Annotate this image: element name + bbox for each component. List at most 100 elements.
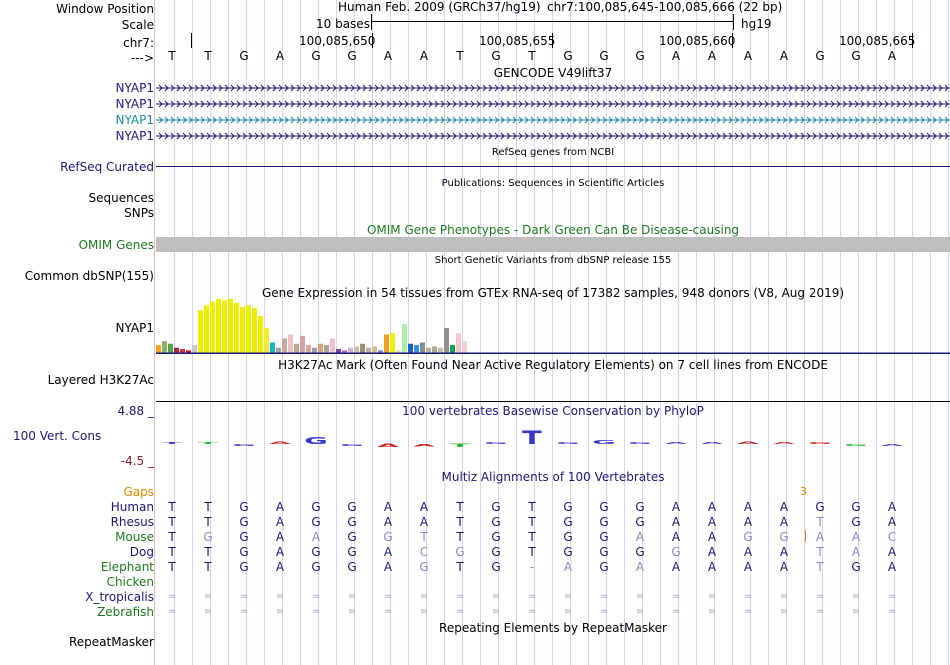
gtex-tissue-bar[interactable] bbox=[192, 345, 197, 353]
gtex-tissue-bar[interactable] bbox=[444, 327, 449, 353]
gtex-tissue-bar[interactable] bbox=[168, 343, 173, 353]
gtex-tissue-bar[interactable] bbox=[372, 346, 377, 353]
species-label-rhesus[interactable]: Rhesus bbox=[110, 515, 154, 529]
gtex-tissue-bar[interactable] bbox=[336, 349, 341, 353]
alignment-row-chicken[interactable] bbox=[156, 575, 950, 589]
strand-chevron bbox=[266, 84, 271, 92]
gtex-bar-chart[interactable] bbox=[156, 298, 950, 354]
gtex-tissue-bar[interactable] bbox=[324, 345, 329, 353]
gtex-tissue-bar[interactable] bbox=[384, 334, 389, 353]
gtex-tissue-bar[interactable] bbox=[390, 333, 395, 353]
aligned-base: T bbox=[204, 515, 212, 529]
strand-chevron bbox=[368, 132, 373, 140]
gtex-tissue-bar[interactable] bbox=[300, 335, 305, 353]
strand-chevron bbox=[692, 84, 697, 92]
gtex-tissue-bar[interactable] bbox=[156, 345, 161, 353]
gtex-tissue-bar[interactable] bbox=[240, 306, 245, 353]
gtex-label[interactable]: NYAP1 bbox=[115, 321, 154, 335]
strand-chevron bbox=[608, 132, 613, 140]
strand-chevron bbox=[452, 100, 457, 108]
gtex-tissue-bar[interactable] bbox=[450, 345, 455, 353]
gtex-tissue-bar[interactable] bbox=[408, 343, 413, 353]
gtex-tissue-bar[interactable] bbox=[204, 305, 209, 353]
gencode-gene-label-1[interactable]: NYAP1 bbox=[115, 81, 154, 95]
species-label-dog[interactable]: Dog bbox=[129, 545, 154, 559]
aligned-base: A bbox=[311, 530, 321, 544]
gtex-tissue-bar[interactable] bbox=[348, 347, 353, 353]
species-label-human[interactable]: Human bbox=[110, 500, 154, 514]
refseq-label[interactable]: RefSeq Curated bbox=[60, 160, 154, 174]
gtex-tissue-bar[interactable] bbox=[228, 298, 233, 353]
gtex-tissue-bar[interactable] bbox=[426, 347, 431, 353]
gtex-tissue-bar[interactable] bbox=[294, 343, 299, 353]
species-label-elephant[interactable]: Elephant bbox=[100, 560, 154, 574]
strand-chevron bbox=[902, 116, 907, 124]
gtex-tissue-bar[interactable] bbox=[402, 323, 407, 353]
gtex-tissue-bar[interactable] bbox=[366, 347, 371, 353]
gencode-gene-label-2[interactable]: NYAP1 bbox=[115, 97, 154, 111]
gencode-gene-label-4[interactable]: NYAP1 bbox=[115, 129, 154, 143]
species-label-x_tropicalis[interactable]: X_tropicalis bbox=[85, 590, 154, 604]
strand-chevron bbox=[782, 116, 787, 124]
gtex-tissue-bar[interactable] bbox=[438, 347, 443, 353]
gtex-tissue-bar[interactable] bbox=[264, 327, 269, 353]
alignment-row-x_tropicalis[interactable]: = = = = = = = = = = = = = = = = = = = = = bbox=[156, 590, 950, 604]
gtex-tissue-bar[interactable] bbox=[234, 302, 239, 353]
species-label-zebrafish[interactable]: Zebrafish bbox=[97, 605, 154, 619]
gtex-tissue-bar[interactable] bbox=[222, 300, 227, 353]
strand-chevron bbox=[854, 84, 859, 92]
omim-label[interactable]: OMIM Genes bbox=[78, 238, 154, 252]
refseq-gene-line[interactable] bbox=[156, 166, 950, 167]
strand-chevron bbox=[188, 100, 193, 108]
gtex-tissue-bar[interactable] bbox=[270, 342, 275, 353]
gtex-tissue-bar[interactable] bbox=[288, 334, 293, 353]
gtex-tissue-bar[interactable] bbox=[330, 338, 335, 353]
gtex-tissue-bar[interactable] bbox=[174, 347, 179, 353]
gtex-tissue-bar[interactable] bbox=[180, 349, 185, 353]
gtex-tissue-bar[interactable] bbox=[282, 338, 287, 353]
gtex-tissue-bar[interactable] bbox=[360, 343, 365, 353]
alignment-row-zebrafish[interactable]: = = = = = = = = = = = = = = = = = = = = = bbox=[156, 605, 950, 619]
gtex-tissue-bar[interactable] bbox=[258, 316, 263, 353]
gtex-tissue-bar[interactable] bbox=[246, 305, 251, 353]
strand-chevron bbox=[752, 100, 757, 108]
gtex-tissue-bar[interactable] bbox=[306, 345, 311, 353]
gtex-tissue-bar[interactable] bbox=[342, 350, 347, 353]
species-label-chicken[interactable]: Chicken bbox=[106, 575, 154, 589]
strand-chevron bbox=[590, 84, 595, 92]
gtex-tissue-bar[interactable] bbox=[186, 350, 191, 353]
gtex-tissue-bar[interactable] bbox=[318, 343, 323, 353]
species-label-mouse[interactable]: Mouse bbox=[115, 530, 154, 544]
omim-gene-bar[interactable] bbox=[156, 237, 950, 252]
gtex-tissue-bar[interactable] bbox=[414, 345, 419, 353]
gtex-tissue-bar[interactable] bbox=[162, 341, 167, 353]
gencode-gene-label-3[interactable]: NYAP1 bbox=[115, 113, 154, 127]
phylop-logo[interactable]: T TGA G G A A TG T G G G A A A A GG A bbox=[156, 418, 950, 462]
gtex-tissue-bar[interactable] bbox=[462, 341, 467, 353]
gtex-tissue-bar[interactable] bbox=[456, 333, 461, 353]
gtex-tissue-bar[interactable] bbox=[420, 342, 425, 353]
gtex-tissue-bar[interactable] bbox=[312, 347, 317, 353]
gtex-tissue-bar[interactable] bbox=[378, 350, 383, 353]
strand-chevron bbox=[686, 100, 691, 108]
assembly-title: Human Feb. 2009 (GRCh37/hg19) bbox=[338, 0, 541, 14]
gtex-tissue-bar[interactable] bbox=[432, 346, 437, 353]
strand-chevron bbox=[716, 132, 721, 140]
gtex-tissue-bar[interactable] bbox=[354, 346, 359, 353]
gtex-tissue-bar[interactable] bbox=[276, 347, 281, 353]
strand-chevron bbox=[488, 100, 493, 108]
gtex-tissue-bar[interactable] bbox=[216, 298, 221, 353]
gtex-tissue-bar[interactable] bbox=[210, 301, 215, 353]
gtex-tissue-bar[interactable] bbox=[396, 350, 401, 353]
gtex-tissue-bar[interactable] bbox=[252, 308, 257, 353]
gtex-tissue-bar[interactable] bbox=[198, 310, 203, 353]
phylop-track-label[interactable]: 100 Vert. Cons bbox=[13, 429, 102, 443]
gencode-transcripts[interactable] bbox=[156, 80, 950, 144]
